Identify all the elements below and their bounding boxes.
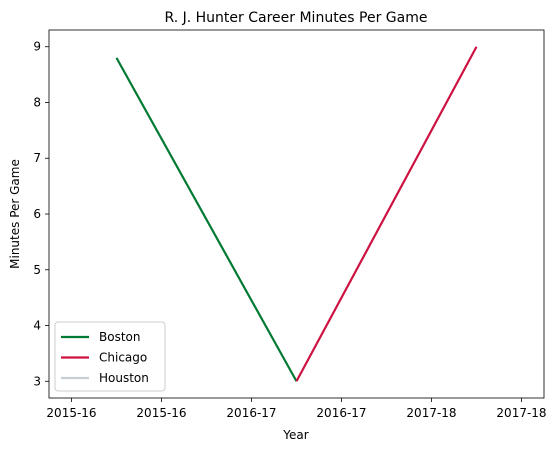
x-tick-label: 2015-16 bbox=[136, 406, 186, 420]
x-tick-label: 2015-16 bbox=[46, 406, 96, 420]
x-tick-label: 2017-18 bbox=[496, 406, 546, 420]
y-tick-label: 6 bbox=[33, 207, 41, 221]
x-tick-label: 2016-17 bbox=[316, 406, 366, 420]
legend: Boston Chicago Houston bbox=[54, 321, 166, 392]
x-axis-label: Year bbox=[282, 428, 308, 442]
y-tick-label: 3 bbox=[33, 374, 41, 388]
x-axis-ticks: 2015-16 2015-16 2016-17 2016-17 2017-18 2017-… bbox=[46, 398, 547, 420]
y-tick-label: 9 bbox=[33, 40, 41, 54]
legend-label: Boston bbox=[99, 330, 140, 344]
series-line-chicago bbox=[295, 46, 478, 382]
y-tick-label: 8 bbox=[33, 95, 41, 109]
y-tick-label: 5 bbox=[33, 263, 41, 277]
x-tick-label: 2017-18 bbox=[406, 406, 456, 420]
series-lines bbox=[115, 46, 478, 382]
chart-title: R. J. Hunter Career Minutes Per Game bbox=[165, 10, 428, 26]
series-line-boston bbox=[115, 57, 298, 382]
y-axis-label: Minutes Per Game bbox=[8, 159, 22, 269]
legend-box bbox=[54, 321, 166, 392]
legend-label: Houston bbox=[99, 371, 149, 385]
y-axis-ticks: 3 4 5 6 7 8 9 bbox=[33, 40, 49, 388]
x-tick-label: 2016-17 bbox=[226, 406, 276, 420]
legend-label: Chicago bbox=[99, 351, 147, 365]
y-tick-label: 7 bbox=[33, 151, 41, 165]
y-tick-label: 4 bbox=[33, 319, 41, 333]
